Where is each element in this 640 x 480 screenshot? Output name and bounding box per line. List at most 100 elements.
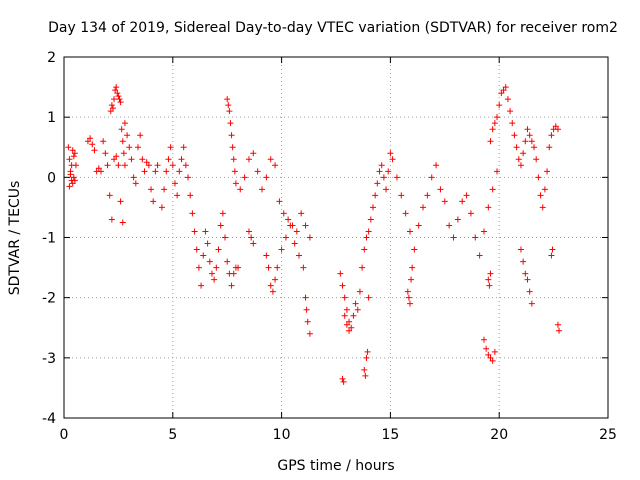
data-point	[108, 216, 115, 223]
data-point	[374, 180, 381, 187]
data-point	[552, 123, 559, 130]
data-point	[115, 93, 122, 100]
data-point	[213, 264, 220, 271]
data-point	[546, 144, 553, 151]
data-point	[250, 150, 257, 157]
data-point	[556, 327, 563, 334]
data-point	[548, 132, 555, 139]
data-point	[134, 144, 141, 151]
data-point	[70, 174, 77, 181]
data-point	[67, 171, 74, 178]
data-point	[116, 96, 123, 103]
data-point	[367, 216, 374, 223]
x-tick-label: 0	[60, 427, 69, 443]
data-point	[121, 120, 128, 127]
data-point	[193, 246, 200, 253]
data-point	[343, 306, 350, 313]
data-point	[528, 300, 535, 307]
x-axis-title: GPS time / hours	[277, 458, 394, 474]
data-point	[548, 252, 555, 259]
data-point	[526, 288, 533, 295]
data-point	[343, 321, 350, 328]
data-point	[145, 162, 152, 169]
data-point	[496, 102, 503, 109]
data-point	[178, 156, 185, 163]
data-point	[306, 234, 313, 241]
data-point	[141, 168, 148, 175]
data-point	[176, 168, 183, 175]
data-point	[535, 174, 542, 181]
data-point	[411, 246, 418, 253]
data-point	[226, 108, 233, 115]
data-point	[533, 156, 540, 163]
data-point	[446, 222, 453, 229]
data-point	[263, 174, 270, 181]
data-point	[359, 264, 366, 271]
data-point	[544, 168, 551, 175]
data-point	[494, 114, 501, 121]
data-point	[408, 276, 415, 283]
data-point	[298, 210, 305, 217]
data-point	[265, 264, 272, 271]
data-point	[522, 138, 529, 145]
data-point	[405, 294, 412, 301]
data-point	[93, 168, 100, 175]
data-point	[302, 294, 309, 301]
data-point	[191, 228, 198, 235]
data-point	[174, 192, 181, 199]
y-tick-label: -2	[42, 291, 56, 307]
data-point	[222, 234, 229, 241]
data-point	[128, 156, 135, 163]
data-point	[119, 219, 126, 226]
grid	[64, 57, 608, 418]
data-point	[65, 144, 72, 151]
data-point	[522, 270, 529, 277]
x-tick-label: 10	[273, 427, 291, 443]
data-point	[339, 375, 346, 382]
data-point	[152, 168, 159, 175]
data-point	[232, 180, 239, 187]
data-point	[354, 306, 361, 313]
data-point	[489, 357, 496, 364]
data-point	[111, 96, 118, 103]
data-point	[389, 156, 396, 163]
data-point	[361, 246, 368, 253]
data-point	[182, 162, 189, 169]
data-point	[219, 210, 226, 217]
data-point	[241, 174, 248, 181]
data-point	[303, 306, 310, 313]
data-point	[202, 228, 209, 235]
data-point	[450, 234, 457, 241]
data-point	[365, 228, 372, 235]
data-point	[66, 156, 73, 163]
data-point	[200, 252, 207, 259]
data-point	[306, 330, 313, 337]
data-point	[337, 270, 344, 277]
data-point	[346, 327, 353, 334]
data-point	[304, 318, 311, 325]
y-tick-label: -1	[42, 231, 56, 247]
data-point	[291, 240, 298, 247]
data-point	[287, 222, 294, 229]
data-point	[494, 168, 501, 175]
data-point	[167, 144, 174, 151]
data-point	[341, 294, 348, 301]
data-point	[272, 276, 279, 283]
data-point	[195, 264, 202, 271]
data-point	[237, 186, 244, 193]
data-point	[362, 372, 369, 379]
data-point	[340, 378, 347, 385]
data-point	[109, 105, 116, 112]
data-point	[511, 132, 518, 139]
y-tick-label: -3	[42, 351, 56, 367]
data-point	[132, 180, 139, 187]
data-point	[115, 162, 122, 169]
data-point	[515, 156, 522, 163]
data-point	[215, 246, 222, 253]
data-point	[393, 174, 400, 181]
chart-title: Day 134 of 2019, Sidereal Day-to-day VTE…	[48, 20, 618, 36]
data-point	[285, 216, 292, 223]
y-axis-title: SDTVAR / TECUs	[7, 181, 23, 296]
data-point	[180, 144, 187, 151]
